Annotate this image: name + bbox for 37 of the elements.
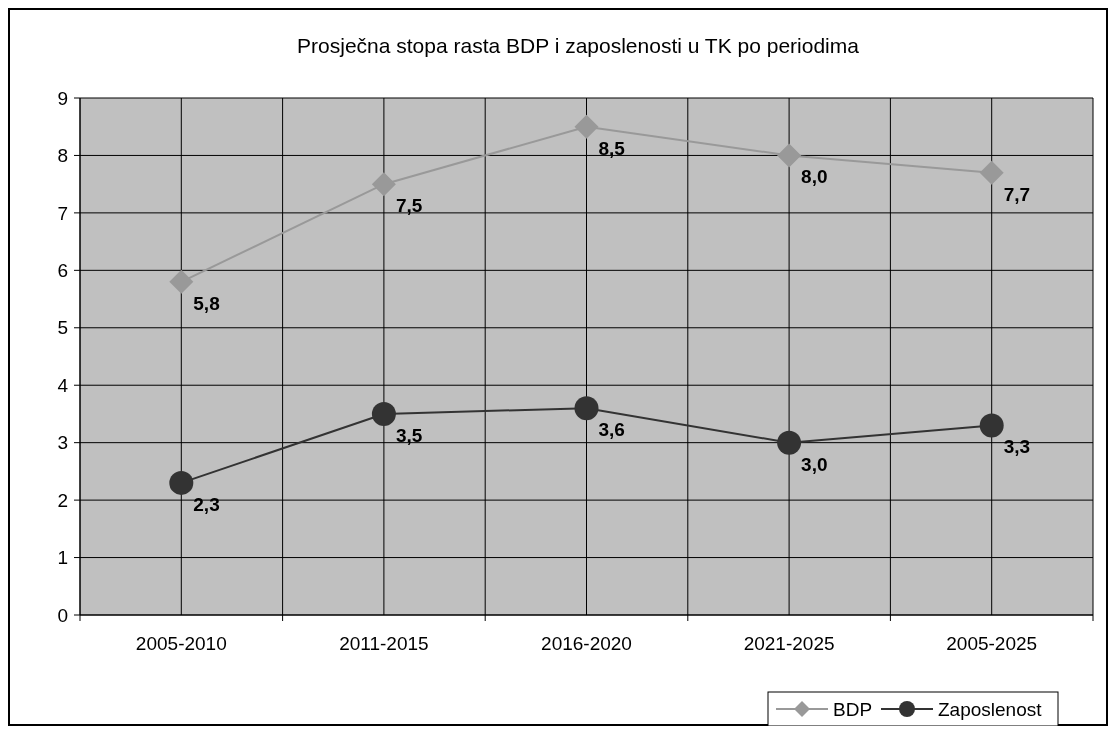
y-tick-label: 0 — [57, 604, 68, 626]
y-tick-label: 6 — [57, 259, 68, 281]
y-tick-label: 4 — [57, 374, 69, 396]
point — [574, 396, 599, 421]
chart-title: Prosječna stopa rasta BDP i zaposlenosti u TK po periodima — [297, 34, 860, 57]
data-label: 7,5 — [395, 195, 423, 217]
data-label: 3,5 — [395, 424, 423, 446]
point — [371, 172, 396, 197]
data-label: 3,3 — [1003, 436, 1031, 458]
y-tick-label: 5 — [57, 317, 68, 339]
legend-label: Zaposlenost — [938, 698, 1043, 720]
data-label: 7,7 — [1003, 183, 1031, 205]
x-tick-label: 2011-2015 — [339, 633, 429, 654]
legend-label: BDP — [833, 698, 873, 720]
y-tick-label: 9 — [57, 87, 68, 109]
data-label: 5,8 — [193, 292, 220, 314]
point — [574, 114, 599, 139]
y-tick-label: 3 — [57, 432, 68, 454]
x-tick-label: 2005-2010 — [135, 633, 227, 654]
x-tick-label: 2005-2025 — [946, 633, 1038, 654]
y-tick-label: 7 — [57, 202, 68, 224]
point — [777, 430, 802, 455]
y-tick-label: 2 — [57, 489, 68, 511]
point — [979, 413, 1004, 438]
point — [169, 470, 194, 495]
x-tick-label: 2021-2025 — [743, 633, 835, 654]
x-tick-label: 2016-2020 — [541, 633, 632, 654]
point — [169, 269, 194, 294]
point — [371, 401, 396, 426]
data-label: 3,0 — [801, 453, 828, 475]
data-label: 8,0 — [801, 166, 828, 188]
y-tick-label: 1 — [57, 547, 68, 569]
point — [979, 160, 1004, 185]
y-tick-label: 8 — [57, 145, 68, 167]
data-label: 3,6 — [598, 419, 625, 441]
data-label: 8,5 — [598, 137, 626, 159]
point — [777, 143, 802, 168]
